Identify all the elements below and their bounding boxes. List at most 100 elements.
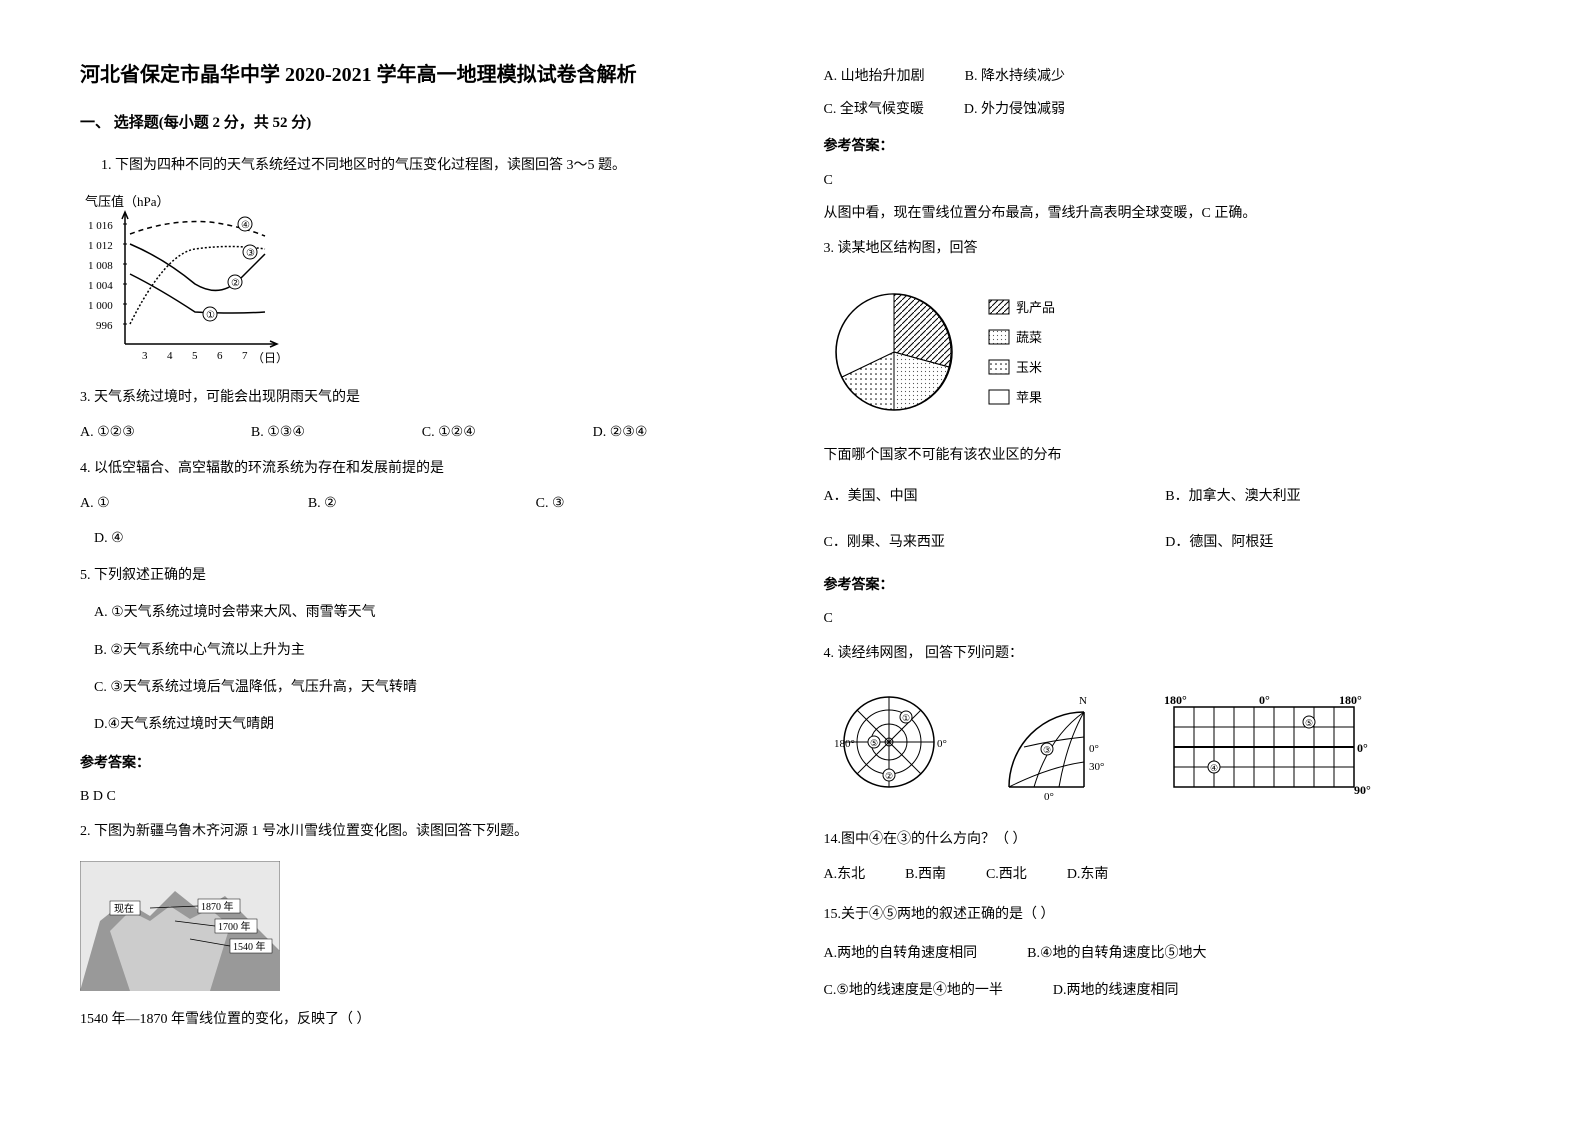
q3-stem: 3. 天气系统过境时，可能会出现阴雨天气的是 xyxy=(80,385,764,410)
q2-explain: 从图中看，现在雪线位置分布最高，雪线升高表明全球变暖，C 正确。 xyxy=(824,201,1508,226)
q15-options-2: C.⑤地的线速度是④地的一半 D.两地的线速度相同 xyxy=(824,978,1508,1003)
svg-text:③: ③ xyxy=(1043,745,1051,755)
q4-options-1: A. ① B. ② C. ③ xyxy=(80,491,764,516)
svg-text:4: 4 xyxy=(167,350,173,362)
svg-text:1870 年: 1870 年 xyxy=(201,900,234,913)
q4-d: D. ④ xyxy=(80,526,764,551)
q14-a: A.东北 xyxy=(824,862,866,887)
q3-options: A. ①②③ B. ①③④ C. ①②④ D. ②③④ xyxy=(80,420,764,445)
q4-b: B. ② xyxy=(308,491,496,516)
q1-answer-label: 参考答案： xyxy=(80,751,764,776)
q15-a: A.两地的自转角速度相同 xyxy=(824,941,978,966)
svg-text:现在: 现在 xyxy=(114,903,134,915)
q2-a: A. 山地抬升加剧 xyxy=(824,64,925,89)
svg-text:1 004: 1 004 xyxy=(88,280,113,292)
q14-d: D.东南 xyxy=(1067,862,1109,887)
q3b-c: C．刚果、马来西亚 xyxy=(824,530,1126,555)
q4-intro: 4. 读经纬网图， 回答下列问题： xyxy=(824,641,1508,666)
svg-text:①: ① xyxy=(206,310,215,321)
svg-text:N: N xyxy=(1079,695,1087,707)
svg-text:30°: 30° xyxy=(1089,761,1104,773)
q2-c: C. 全球气候变暖 xyxy=(824,97,924,122)
q2-sub: 1540 年—1870 年雪线位置的变化，反映了（ ） xyxy=(80,1007,764,1032)
pie-chart: 乳产品 蔬菜 玉米 苹果 xyxy=(824,282,1508,422)
svg-text:180°: 180° xyxy=(1339,693,1362,707)
q1-intro: 1. 下图为四种不同的天气系统经过不同地区时的气压变化过程图，读图回答 3～5 … xyxy=(80,153,764,178)
svg-text:180°: 180° xyxy=(1164,693,1187,707)
q1-answer: B D C xyxy=(80,784,764,809)
q2-options-1: A. 山地抬升加剧 B. 降水持续减少 xyxy=(824,64,1508,89)
q3-answer: C xyxy=(824,606,1508,631)
svg-text:0°: 0° xyxy=(1357,741,1368,755)
svg-text:②: ② xyxy=(231,278,240,289)
exam-title: 河北省保定市晶华中学 2020-2021 学年高一地理模拟试卷含解析 xyxy=(80,60,764,90)
q3b-a: A．美国、中国 xyxy=(824,484,1126,509)
svg-text:0°: 0° xyxy=(1044,791,1054,802)
q15-d: D.两地的线速度相同 xyxy=(1053,978,1179,1003)
q4-stem: 4. 以低空辐合、高空辐散的环流系统为存在和发展前提的是 xyxy=(80,456,764,481)
svg-text:③: ③ xyxy=(246,248,255,259)
svg-text:⑤: ⑤ xyxy=(870,738,878,748)
q5-c: C. ③天气系统过境后气温降低，气压升高，天气转晴 xyxy=(80,675,764,700)
svg-text:1700 年: 1700 年 xyxy=(218,920,251,933)
svg-text:蔬菜: 蔬菜 xyxy=(1016,330,1042,345)
q3-intro: 3. 读某地区结构图，回答 xyxy=(824,236,1508,261)
q3-stem2: 下面哪个国家不可能有该农业区的分布 xyxy=(824,443,1508,468)
q14-b: B.西南 xyxy=(905,862,946,887)
q2-b: B. 降水持续减少 xyxy=(965,64,1065,89)
q5-b: B. ②天气系统中心气流以上升为主 xyxy=(80,638,764,663)
q3b-d: D．德国、阿根廷 xyxy=(1165,530,1467,555)
svg-text:6: 6 xyxy=(217,350,223,362)
q3-answer-label: 参考答案： xyxy=(824,573,1508,598)
q14-stem: 14.图中④在③的什么方向？（ ） xyxy=(824,827,1508,852)
svg-text:玉米: 玉米 xyxy=(1016,360,1042,375)
svg-text:乳产品: 乳产品 xyxy=(1016,300,1055,315)
svg-text:①: ① xyxy=(902,713,910,723)
svg-text:④: ④ xyxy=(241,220,250,231)
svg-text:90°: 90° xyxy=(1354,783,1371,797)
q14-c: C.西北 xyxy=(986,862,1027,887)
svg-text:0°: 0° xyxy=(937,738,947,750)
q2-d: D. 外力侵蚀减弱 xyxy=(964,97,1065,122)
q15-options-1: A.两地的自转角速度相同 B.④地的自转角速度比⑤地大 xyxy=(824,941,1508,966)
q14-options: A.东北 B.西南 C.西北 D.东南 xyxy=(824,862,1508,887)
svg-text:1 016: 1 016 xyxy=(88,220,113,232)
right-column: A. 山地抬升加剧 B. 降水持续减少 C. 全球气候变暖 D. 外力侵蚀减弱 … xyxy=(824,60,1508,1062)
q4-c: C. ③ xyxy=(536,491,724,516)
glacier-image: 现在 1870 年 1700 年 1540 年 xyxy=(80,861,764,991)
svg-text:7: 7 xyxy=(242,350,248,362)
svg-text:5: 5 xyxy=(192,350,198,362)
q5-d: D.④天气系统过境时天气晴朗 xyxy=(80,712,764,737)
q2-answer-label: 参考答案： xyxy=(824,134,1508,159)
q3-options-2: C．刚果、马来西亚 D．德国、阿根廷 xyxy=(824,530,1508,555)
q3-d: D. ②③④ xyxy=(593,420,724,445)
svg-text:②: ② xyxy=(885,771,893,781)
svg-text:⑤: ⑤ xyxy=(1305,718,1313,728)
svg-text:0°: 0° xyxy=(1259,693,1270,707)
q15-b: B.④地的自转角速度比⑤地大 xyxy=(1027,941,1206,966)
q5-a: A. ①天气系统过境时会带来大风、雨雪等天气 xyxy=(80,600,764,625)
svg-text:1 012: 1 012 xyxy=(88,240,113,252)
q2-intro: 2. 下图为新疆乌鲁木齐河源 1 号冰川雪线位置变化图。读图回答下列题。 xyxy=(80,819,764,844)
q3b-b: B．加拿大、澳大利亚 xyxy=(1165,484,1467,509)
svg-text:3: 3 xyxy=(142,350,148,362)
svg-text:180°: 180° xyxy=(834,738,855,750)
pressure-chart: 气压值（hPa） 1 016 1 012 1 008 1 004 1 000 9… xyxy=(80,194,764,369)
q5-stem: 5. 下列叙述正确的是 xyxy=(80,563,764,588)
svg-text:（日）: （日） xyxy=(252,351,288,365)
q3-c: C. ①②④ xyxy=(422,420,553,445)
q2-options-2: C. 全球气候变暖 D. 外力侵蚀减弱 xyxy=(824,97,1508,122)
q2-answer: C xyxy=(824,168,1508,193)
q15-c: C.⑤地的线速度是④地的一半 xyxy=(824,978,1003,1003)
chart-ylabel: 气压值（hPa） xyxy=(85,194,170,209)
latlon-diagrams: ① ② ⑤ 180° 0° ③ N 0° 30° 0 xyxy=(824,682,1508,802)
q3-a: A. ①②③ xyxy=(80,420,211,445)
svg-text:0°: 0° xyxy=(1089,743,1099,755)
svg-text:1540 年: 1540 年 xyxy=(233,940,266,953)
svg-text:996: 996 xyxy=(96,320,113,332)
section-1-header: 一、 选择题(每小题 2 分，共 52 分) xyxy=(80,110,764,137)
svg-text:苹果: 苹果 xyxy=(1016,390,1042,405)
left-column: 河北省保定市晶华中学 2020-2021 学年高一地理模拟试卷含解析 一、 选择… xyxy=(80,60,764,1062)
q3-options-1: A．美国、中国 B．加拿大、澳大利亚 xyxy=(824,484,1508,509)
q3-b: B. ①③④ xyxy=(251,420,382,445)
